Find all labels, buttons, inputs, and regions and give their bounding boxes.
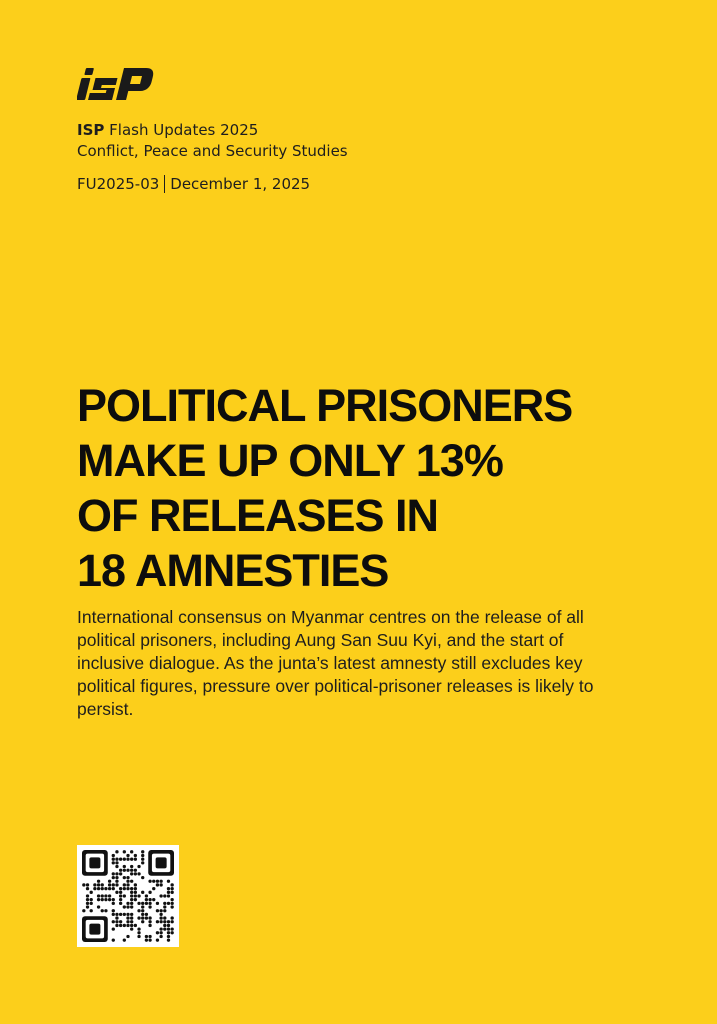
report-title: POLITICAL PRISONERS MAKE UP ONLY 13% OF … <box>77 378 677 598</box>
qr-code[interactable] <box>77 845 179 947</box>
meta-divider <box>164 175 166 193</box>
report-date: December 1, 2025 <box>170 175 311 193</box>
title-line: 18 AMNESTIES <box>77 545 389 596</box>
report-summary: International consensus on Myanmar centr… <box>77 607 594 719</box>
series-title: ISP Flash Updates 2025 <box>77 120 348 141</box>
title-line: OF RELEASES IN <box>77 490 439 541</box>
report-header: ISP Flash Updates 2025 Conflict, Peace a… <box>77 120 348 162</box>
program-name: Conflict, Peace and Security Studies <box>77 142 348 160</box>
isp-logo <box>76 64 163 104</box>
title-line: POLITICAL PRISONERS <box>77 380 573 431</box>
qr-code-icon <box>82 850 174 942</box>
report-meta: FU2025-03 December 1, 2025 <box>77 174 310 194</box>
series-name: Flash Updates 2025 <box>104 121 259 139</box>
series-brand: ISP <box>77 121 105 139</box>
report-code: FU2025-03 <box>77 175 160 193</box>
isp-logo-icon <box>76 68 154 100</box>
title-line: MAKE UP ONLY 13% <box>77 435 504 486</box>
